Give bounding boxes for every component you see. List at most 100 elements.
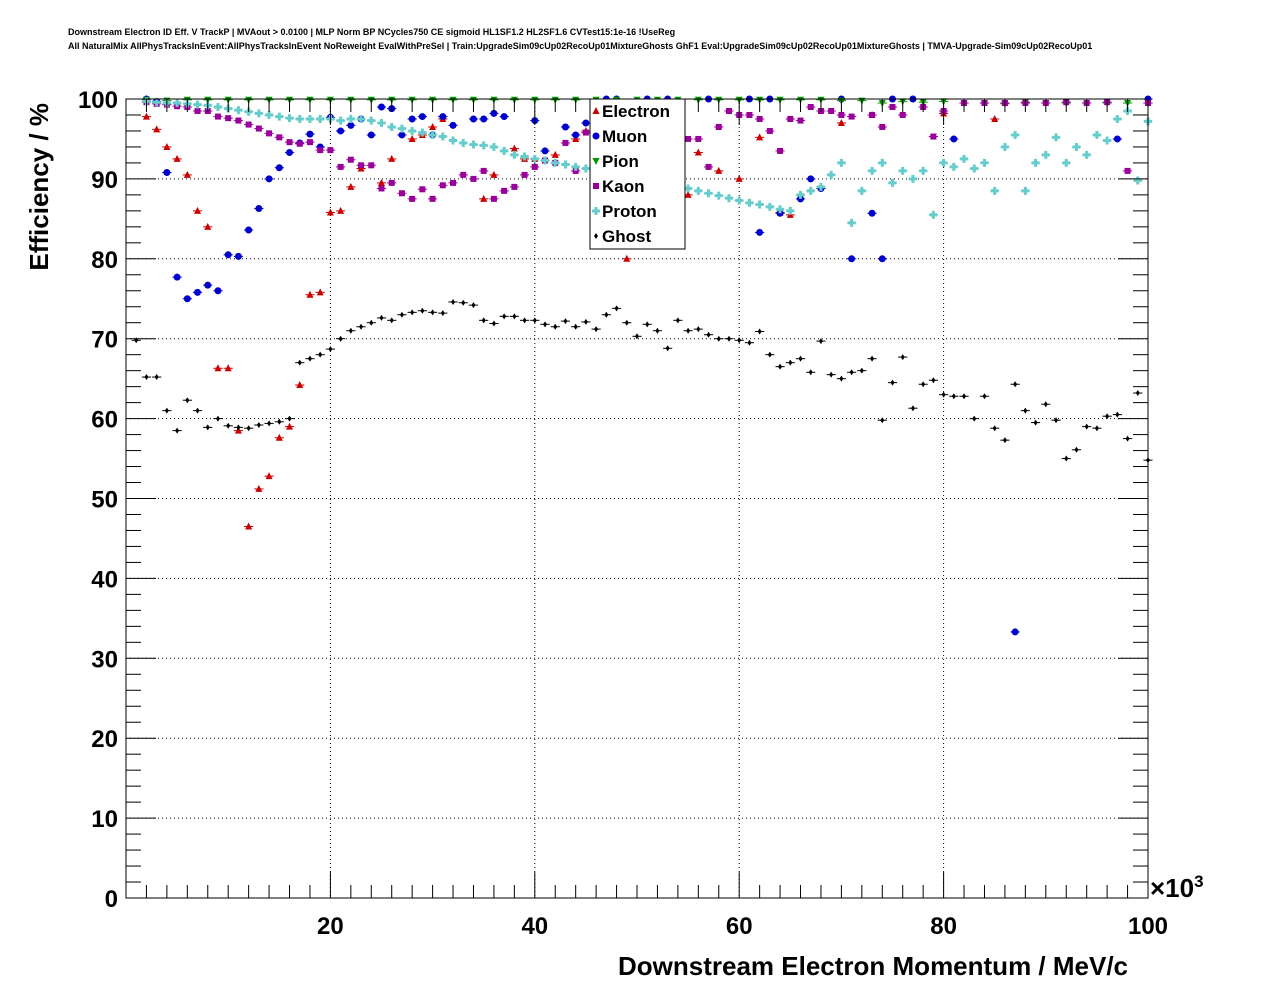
proton-point [336, 116, 346, 125]
electron-point [836, 118, 846, 126]
ghost-marker [1074, 446, 1079, 453]
proton-point [499, 146, 509, 155]
muon-point [264, 175, 274, 183]
proton-marker [1031, 158, 1040, 167]
kaon-point [244, 121, 254, 128]
kaon-point [887, 103, 898, 110]
muon-point [182, 295, 192, 303]
kaon-point [928, 133, 938, 140]
muon-marker [950, 135, 958, 143]
proton-point [233, 106, 244, 115]
y-tick-label: 30 [91, 646, 118, 673]
muon-point [448, 121, 458, 129]
ghost-point [509, 313, 519, 320]
y-tick-label: 20 [91, 726, 118, 753]
y-tick-label: 70 [91, 327, 118, 354]
proton-marker [213, 102, 222, 111]
ghost-legend-marker [594, 233, 598, 239]
muon-marker [275, 164, 283, 172]
kaon-point [867, 111, 877, 118]
ghost-point [489, 320, 499, 327]
kaon-marker [317, 147, 324, 154]
ghost-point [611, 305, 622, 312]
kaon-point [336, 163, 346, 170]
ghost-point [141, 374, 152, 381]
proton-point [1112, 114, 1122, 123]
muon-marker [183, 295, 191, 303]
kaon-marker [266, 130, 273, 137]
ghost-marker [1094, 425, 1099, 432]
legend-label: Electron [602, 102, 670, 121]
ghost-marker [471, 302, 476, 309]
ghost-marker [829, 371, 834, 378]
kaon-marker [787, 115, 794, 122]
ghost-marker [1115, 411, 1120, 418]
muon-point [192, 288, 203, 296]
proton-point [305, 114, 315, 123]
kaon-marker [194, 107, 201, 114]
ghost-marker [399, 311, 404, 318]
proton-marker [254, 109, 263, 118]
kaon-marker [797, 117, 804, 124]
ghost-point [284, 415, 295, 422]
proton-marker [500, 146, 509, 155]
ghost-marker [798, 355, 803, 362]
y-tick-label: 100 [78, 87, 118, 114]
muon-point [540, 147, 550, 155]
muon-point [346, 121, 356, 129]
proton-marker [1021, 186, 1030, 195]
ghost-marker [195, 407, 200, 414]
proton-point [540, 156, 550, 165]
proton-marker [765, 202, 774, 211]
proton-point [703, 189, 714, 198]
electron-marker [490, 170, 498, 178]
muon-marker [418, 113, 426, 121]
ghost-point [867, 355, 877, 362]
ghost-marker [215, 415, 220, 422]
muon-legend-marker [592, 132, 600, 140]
muon-marker [490, 109, 498, 117]
kaon-point [274, 134, 284, 141]
legend-box [589, 98, 686, 250]
muon-marker [1113, 135, 1121, 143]
ghost-marker [716, 335, 721, 342]
muon-point [203, 281, 213, 289]
electron-marker [255, 484, 263, 492]
ghost-point [826, 371, 836, 378]
ghost-point [959, 393, 969, 400]
ghost-marker [573, 323, 578, 330]
proton-marker [1072, 142, 1081, 151]
muon-point [223, 251, 233, 259]
electron-point [622, 254, 632, 262]
y-tick-label: 90 [91, 167, 118, 194]
ghost-marker [583, 318, 588, 325]
kaon-point [765, 127, 775, 134]
ghost-point [203, 424, 213, 431]
kaon-marker [286, 139, 293, 146]
proton-point [1010, 130, 1020, 139]
ghost-point [918, 381, 928, 388]
proton-point [284, 114, 295, 123]
ghost-marker [1125, 435, 1130, 442]
proton-marker [929, 210, 938, 219]
proton-marker [316, 114, 325, 123]
proton-point [979, 158, 990, 167]
ghost-marker [277, 418, 282, 425]
x-multiplier-base: ×10 [1150, 873, 1194, 903]
ghost-marker [481, 317, 486, 324]
proton-point [990, 186, 1000, 195]
muon-point [806, 175, 816, 183]
ghost-marker [328, 346, 333, 353]
electron-marker [326, 208, 334, 216]
proton-marker [857, 186, 866, 195]
proton-point [724, 194, 734, 203]
electron-marker [142, 112, 150, 120]
kaon-marker [235, 117, 242, 124]
ghost-marker [287, 415, 292, 422]
kaon-point [755, 115, 765, 122]
kaon-marker [439, 182, 446, 189]
muon-point [438, 113, 448, 121]
ghost-point [192, 407, 203, 414]
proton-point [693, 186, 703, 195]
ghost-point [213, 415, 223, 422]
